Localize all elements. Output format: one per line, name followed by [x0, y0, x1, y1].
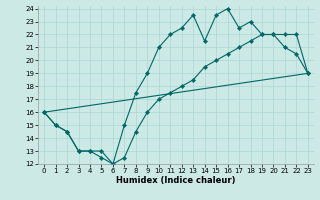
X-axis label: Humidex (Indice chaleur): Humidex (Indice chaleur): [116, 176, 236, 185]
